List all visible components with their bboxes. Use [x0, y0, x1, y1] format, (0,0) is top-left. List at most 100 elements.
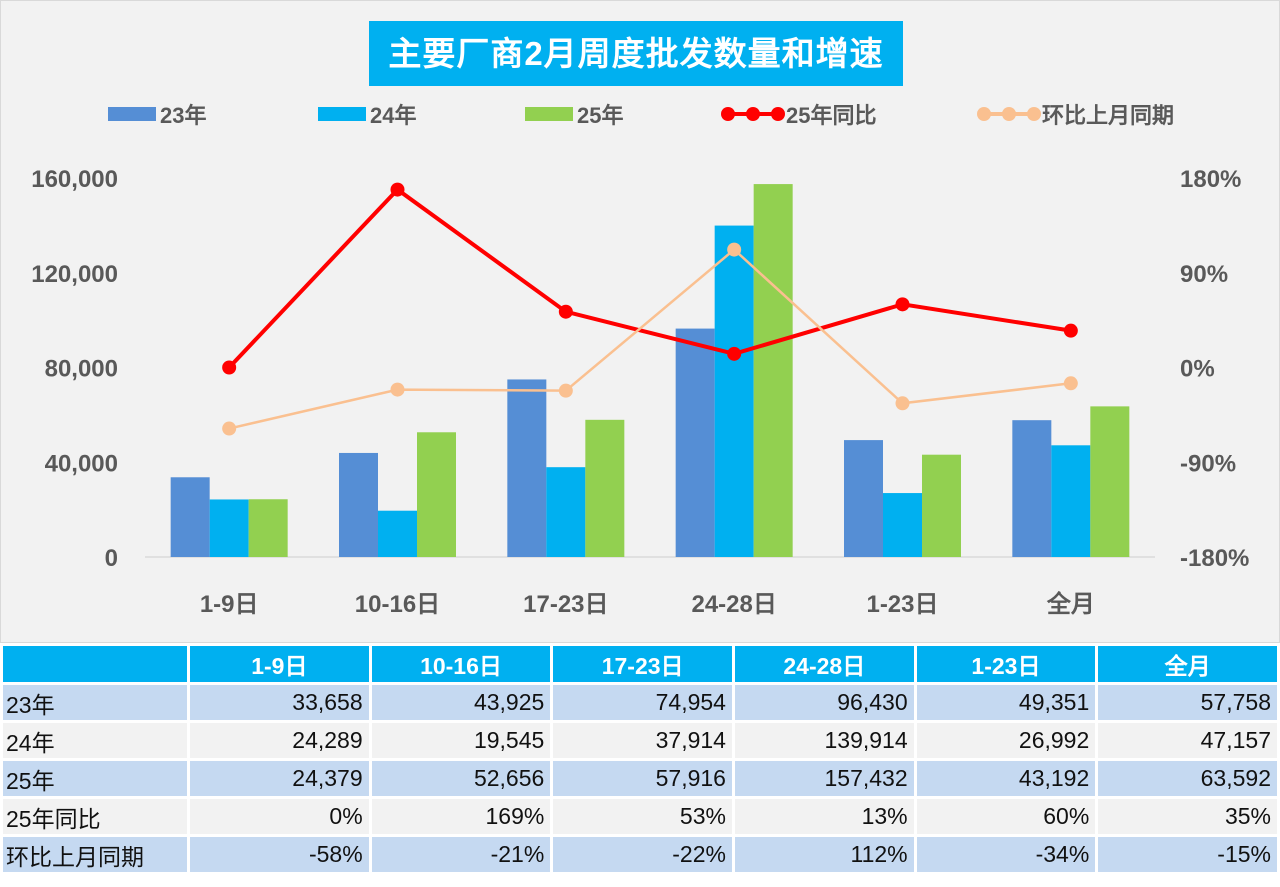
left-axis-tick: 80,000	[45, 356, 118, 383]
point-环比上月同期	[1063, 376, 1078, 391]
column-header: 24-28日	[731, 643, 917, 685]
bar-23年	[844, 440, 883, 557]
point-25年同比	[1063, 323, 1078, 338]
table-cell: 74,954	[550, 682, 735, 723]
legend-marker-环比上月同期	[1002, 107, 1016, 121]
table-cell: 37,914	[550, 720, 735, 761]
column-header: 1-9日	[187, 643, 372, 685]
column-header	[0, 643, 190, 685]
point-25年同比	[727, 346, 742, 361]
bar-25年	[753, 184, 793, 557]
row-label: 24年	[0, 720, 190, 761]
row-label: 环比上月同期	[0, 834, 190, 875]
bar-23年	[1012, 420, 1052, 557]
table-cell: 60%	[913, 796, 1099, 837]
bar-23年	[675, 328, 715, 557]
legend-marker-环比上月同期	[977, 107, 991, 121]
left-axis-tick: 160,000	[31, 166, 118, 193]
legend-label: 环比上月同期	[1042, 103, 1174, 128]
point-25年同比	[390, 182, 405, 197]
right-axis-tick: 90%	[1180, 261, 1228, 288]
table-cell: 47,157	[1095, 720, 1280, 761]
data-table: 1-9日 10-16日 17-23日 24-28日 1-23日 全月 23年 33,658 4…	[0, 643, 1280, 875]
right-axis-tick: -90%	[1180, 450, 1236, 477]
table-cell: 63,592	[1095, 758, 1280, 799]
legend-marker-25年同比	[721, 107, 735, 121]
point-环比上月同期	[222, 421, 237, 436]
legend-label: 24年	[370, 103, 416, 128]
table-cell: 0%	[187, 796, 372, 837]
table-cell: 57,916	[550, 758, 735, 799]
line-25年同比	[227, 186, 1072, 369]
point-环比上月同期	[727, 242, 742, 257]
table-cell: 52,656	[368, 758, 554, 799]
legend-swatch-23年	[108, 107, 156, 121]
left-axis-tick: 120,000	[31, 261, 118, 288]
bar-24年	[209, 499, 249, 557]
table-row: 环比上月同期 -58% -21% -22% 112% -34% -15%	[0, 834, 1280, 875]
table-cell: 53%	[550, 796, 735, 837]
legend-swatch-24年	[318, 107, 366, 121]
bar-25年	[417, 432, 456, 557]
table-cell: -22%	[550, 834, 735, 875]
bar-24年	[546, 467, 586, 557]
table-cell: -15%	[1095, 834, 1280, 875]
table-cell: 43,192	[913, 758, 1099, 799]
right-axis-tick: -180%	[1180, 545, 1249, 572]
bar-25年	[585, 419, 625, 557]
bar-25年	[1090, 406, 1130, 557]
bar-24年	[1051, 445, 1091, 557]
chart-title: 主要厂商2月周度批发数量和增速	[369, 21, 903, 86]
legend-label: 23年	[160, 103, 206, 128]
bar-23年	[170, 477, 210, 557]
column-header: 17-23日	[550, 643, 735, 685]
column-header: 全月	[1095, 643, 1280, 685]
left-axis-tick: 40,000	[45, 450, 118, 477]
column-header: 10-16日	[368, 643, 554, 685]
bar-24年	[378, 510, 417, 557]
legend-label: 25年	[577, 103, 623, 128]
point-环比上月同期	[558, 383, 573, 398]
column-header: 1-23日	[913, 643, 1099, 685]
table-cell: 112%	[731, 834, 917, 875]
bar-25年	[922, 454, 961, 557]
table-cell: 49,351	[913, 682, 1099, 723]
legend-marker-25年同比	[746, 107, 760, 121]
x-axis-label: 24-28日	[691, 591, 776, 618]
right-axis-tick: 0%	[1180, 356, 1215, 383]
x-axis-label: 1-9日	[200, 591, 259, 618]
table-cell: 35%	[1095, 796, 1280, 837]
point-环比上月同期	[895, 396, 910, 411]
legend-marker-25年同比	[771, 107, 785, 121]
table-cell: -21%	[368, 834, 554, 875]
table-cell: 43,925	[368, 682, 554, 723]
table-row: 25年同比 0% 169% 53% 13% 60% 35%	[0, 796, 1280, 837]
table-cell: -58%	[187, 834, 372, 875]
table-cell: 96,430	[731, 682, 917, 723]
legend-label: 25年同比	[786, 103, 876, 128]
bar-23年	[507, 379, 547, 557]
bar-24年	[714, 225, 754, 557]
table-cell: 26,992	[913, 720, 1099, 761]
bar-24年	[883, 493, 922, 557]
bar-25年	[248, 499, 288, 557]
point-25年同比	[895, 297, 910, 312]
x-axis-label: 10-16日	[355, 591, 440, 618]
table-cell: 157,432	[731, 758, 917, 799]
x-axis-label: 1-23日	[866, 591, 938, 618]
right-axis-tick: 180%	[1180, 166, 1241, 193]
table-header-row: 1-9日 10-16日 17-23日 24-28日 1-23日 全月	[0, 643, 1280, 685]
table-cell: 139,914	[731, 720, 917, 761]
chart-svg: 0 40,000 80,000 120,000 160,000 -180% -90% 0% 90…	[31, 103, 1249, 618]
table-cell: 57,758	[1095, 682, 1280, 723]
table-cell: 24,289	[187, 720, 372, 761]
legend-marker-环比上月同期	[1027, 107, 1041, 121]
table-row: 23年 33,658 43,925 74,954 96,430 49,351 57,758	[0, 682, 1280, 723]
row-label: 25年	[0, 758, 190, 799]
x-axis-label: 17-23日	[523, 591, 608, 618]
table-cell: -34%	[913, 834, 1099, 875]
x-axis-label: 全月	[1046, 590, 1095, 618]
point-环比上月同期	[390, 382, 405, 397]
table-row: 24年 24,289 19,545 37,914 139,914 26,992 47,157	[0, 720, 1280, 761]
row-label: 25年同比	[0, 796, 190, 837]
